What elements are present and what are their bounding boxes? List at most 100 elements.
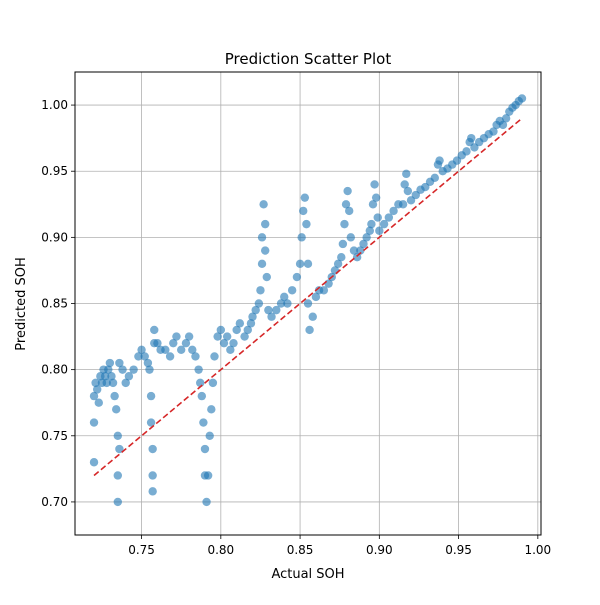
data-point	[140, 352, 149, 361]
data-point	[259, 200, 268, 209]
data-point	[207, 405, 216, 414]
data-point	[210, 352, 219, 361]
data-point	[295, 259, 305, 269]
data-point	[113, 431, 122, 440]
data-point	[202, 497, 211, 507]
data-point	[343, 186, 352, 196]
y-axis: 0.70 0.75 0.80 0.85 0.90 0.95 1.00	[41, 98, 75, 509]
data-point	[379, 219, 389, 229]
data-point	[108, 378, 118, 388]
data-point	[100, 372, 110, 381]
data-point	[305, 325, 314, 335]
data-point	[216, 325, 226, 335]
y-tick-label: 0.85	[41, 297, 68, 311]
data-point	[359, 239, 368, 249]
data-point	[373, 213, 382, 222]
reference-line-group	[93, 117, 523, 477]
data-point	[208, 378, 218, 388]
data-point	[113, 471, 122, 480]
data-point	[124, 372, 134, 381]
data-point	[303, 259, 313, 269]
data-point	[134, 352, 143, 361]
data-point	[176, 345, 186, 354]
data-point	[143, 358, 153, 368]
data-point	[257, 259, 267, 269]
data-point	[254, 299, 264, 308]
y-tick-label: 0.90	[41, 230, 68, 244]
data-point	[280, 292, 289, 302]
data-point	[146, 391, 156, 401]
data-point	[398, 200, 408, 209]
data-point	[105, 358, 115, 368]
y-tick-label: 0.80	[41, 363, 68, 377]
data-point	[191, 352, 200, 361]
data-point	[203, 471, 213, 480]
data-point	[498, 120, 508, 130]
x-tick-label: 0.90	[366, 543, 393, 557]
data-point	[197, 391, 207, 401]
data-point	[403, 186, 413, 196]
y-tick-label: 0.95	[41, 164, 68, 178]
data-point	[235, 319, 245, 328]
data-point	[340, 219, 349, 229]
data-point	[365, 226, 375, 235]
data-point	[287, 286, 297, 295]
data-point	[338, 239, 348, 249]
data-point	[112, 405, 121, 414]
data-point	[300, 193, 310, 202]
data-point	[110, 391, 119, 401]
data-point	[115, 444, 124, 454]
data-point	[517, 94, 527, 103]
x-tick-label: 0.95	[445, 543, 472, 557]
data-point	[261, 219, 270, 229]
data-point	[435, 156, 444, 165]
data-point	[356, 246, 365, 255]
data-point	[165, 352, 175, 361]
data-point	[150, 325, 159, 335]
data-point	[89, 418, 99, 427]
data-point	[200, 444, 210, 454]
data-point	[89, 391, 99, 401]
data-point	[367, 219, 376, 229]
y-axis-label: Predicted SOH	[14, 257, 29, 350]
data-point	[384, 213, 394, 222]
y-tick-label: 1.00	[41, 98, 68, 112]
data-point	[148, 444, 157, 454]
data-point	[219, 338, 229, 348]
data-point	[92, 385, 102, 394]
data-point	[118, 365, 127, 374]
x-axis-label: Actual SOH	[271, 567, 344, 582]
data-point	[232, 325, 241, 335]
data-point	[248, 312, 257, 321]
data-point	[194, 365, 203, 374]
data-point	[148, 471, 157, 480]
x-tick-label: 1.00	[524, 543, 551, 557]
data-point	[276, 299, 286, 308]
x-axis: 0.75 0.80 0.85 0.90 0.95 1.00	[128, 535, 551, 557]
data-point	[94, 398, 103, 407]
data-point	[113, 497, 122, 507]
data-point	[462, 147, 471, 156]
data-point	[222, 332, 232, 341]
data-point	[188, 345, 197, 354]
y-tick-label: 0.70	[41, 495, 68, 509]
data-point	[199, 418, 208, 427]
data-point	[267, 312, 276, 321]
chart-title: Prediction Scatter Plot	[225, 50, 392, 68]
data-point	[91, 378, 100, 388]
data-point	[229, 338, 238, 348]
data-point	[261, 246, 270, 255]
data-point	[181, 338, 191, 348]
data-point	[303, 299, 313, 308]
data-point	[246, 319, 256, 328]
data-point	[169, 338, 178, 348]
data-point	[299, 206, 308, 216]
x-tick-label: 0.80	[207, 543, 234, 557]
data-point	[341, 200, 351, 209]
data-point	[319, 286, 329, 295]
data-point	[302, 219, 311, 229]
data-point	[467, 133, 476, 143]
data-point	[337, 253, 346, 262]
data-point	[129, 365, 138, 374]
